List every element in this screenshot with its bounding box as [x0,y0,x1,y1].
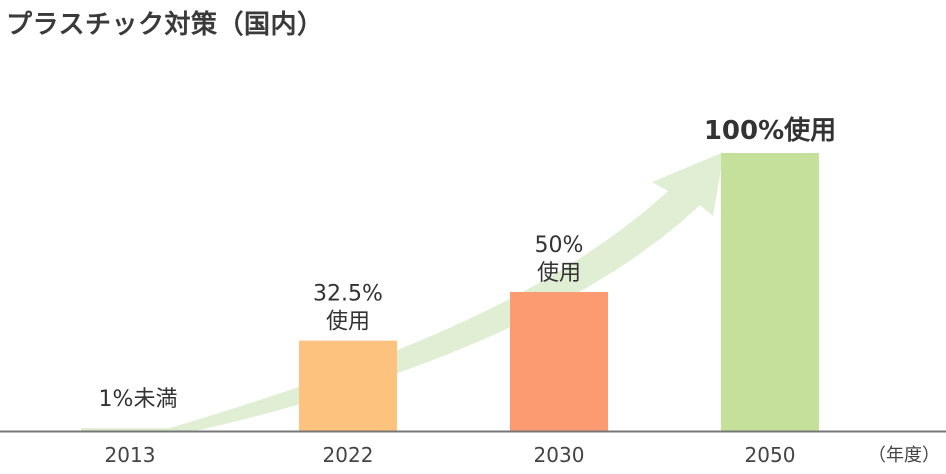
tick-label-2030: 2030 [534,443,585,467]
data-label-suffix-2030: 使用 [537,261,581,286]
trend-arrow [160,152,724,431]
data-label-2013: 1%未満 [99,387,178,412]
bars [81,153,819,431]
bar-2022 [299,340,397,431]
bar-2013 [81,428,179,431]
tick-label-2022: 2022 [323,443,374,467]
bar-2030 [510,292,608,431]
bar-2050 [721,153,819,431]
data-label-value-2022: 32.5% [313,282,383,307]
data-label-value-2030: 50% [535,233,584,258]
chart-title: プラスチック対策（国内） [6,10,324,40]
data-label-suffix-2022: 使用 [326,310,370,335]
data-label-2050: 100%使用 [704,116,836,146]
tick-label-2050: 2050 [745,443,796,467]
tick-label-2013: 2013 [105,443,156,467]
data-labels: 1%未満 32.5% 使用 50% 使用 100%使用 [99,116,837,412]
x-axis-unit-label: （年度） [868,445,940,466]
tick-labels: 2013 2022 2030 2050 [105,443,796,467]
